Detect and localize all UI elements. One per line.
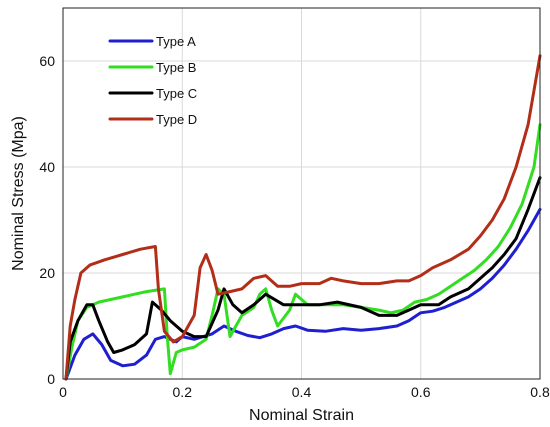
grid xyxy=(63,8,540,379)
series-layer xyxy=(64,54,542,381)
series-line-b xyxy=(64,123,542,381)
legend-entry: Type D xyxy=(156,112,197,127)
y-tick-label: 20 xyxy=(39,265,55,281)
x-tick-label: 0.4 xyxy=(292,384,312,400)
y-axis-label: Nominal Stress (Mpa) xyxy=(10,116,27,271)
y-tick-label: 0 xyxy=(47,371,55,387)
legend-entry: Type B xyxy=(156,60,196,75)
x-tick-labels: 0 0.2 0.4 0.6 0.8 xyxy=(59,384,550,400)
y-tick-label: 60 xyxy=(39,53,55,69)
legend-entry: Type C xyxy=(156,86,197,101)
series-line-a xyxy=(64,207,542,381)
x-axis-label: Nominal Strain xyxy=(249,407,354,424)
x-tick-label: 0.2 xyxy=(173,384,193,400)
legend: Type A Type B Type C Type D xyxy=(108,34,197,127)
y-tick-label: 40 xyxy=(39,159,55,175)
series-line-d xyxy=(64,54,542,381)
series-line-c xyxy=(64,176,542,381)
legend-entry: Type A xyxy=(156,34,196,49)
x-tick-label: 0 xyxy=(59,384,67,400)
plot-frame xyxy=(62,7,541,380)
x-tick-label: 0.6 xyxy=(411,384,431,400)
x-tick-label: 0.8 xyxy=(530,384,550,400)
y-tick-labels: 0 20 40 60 xyxy=(39,53,55,387)
